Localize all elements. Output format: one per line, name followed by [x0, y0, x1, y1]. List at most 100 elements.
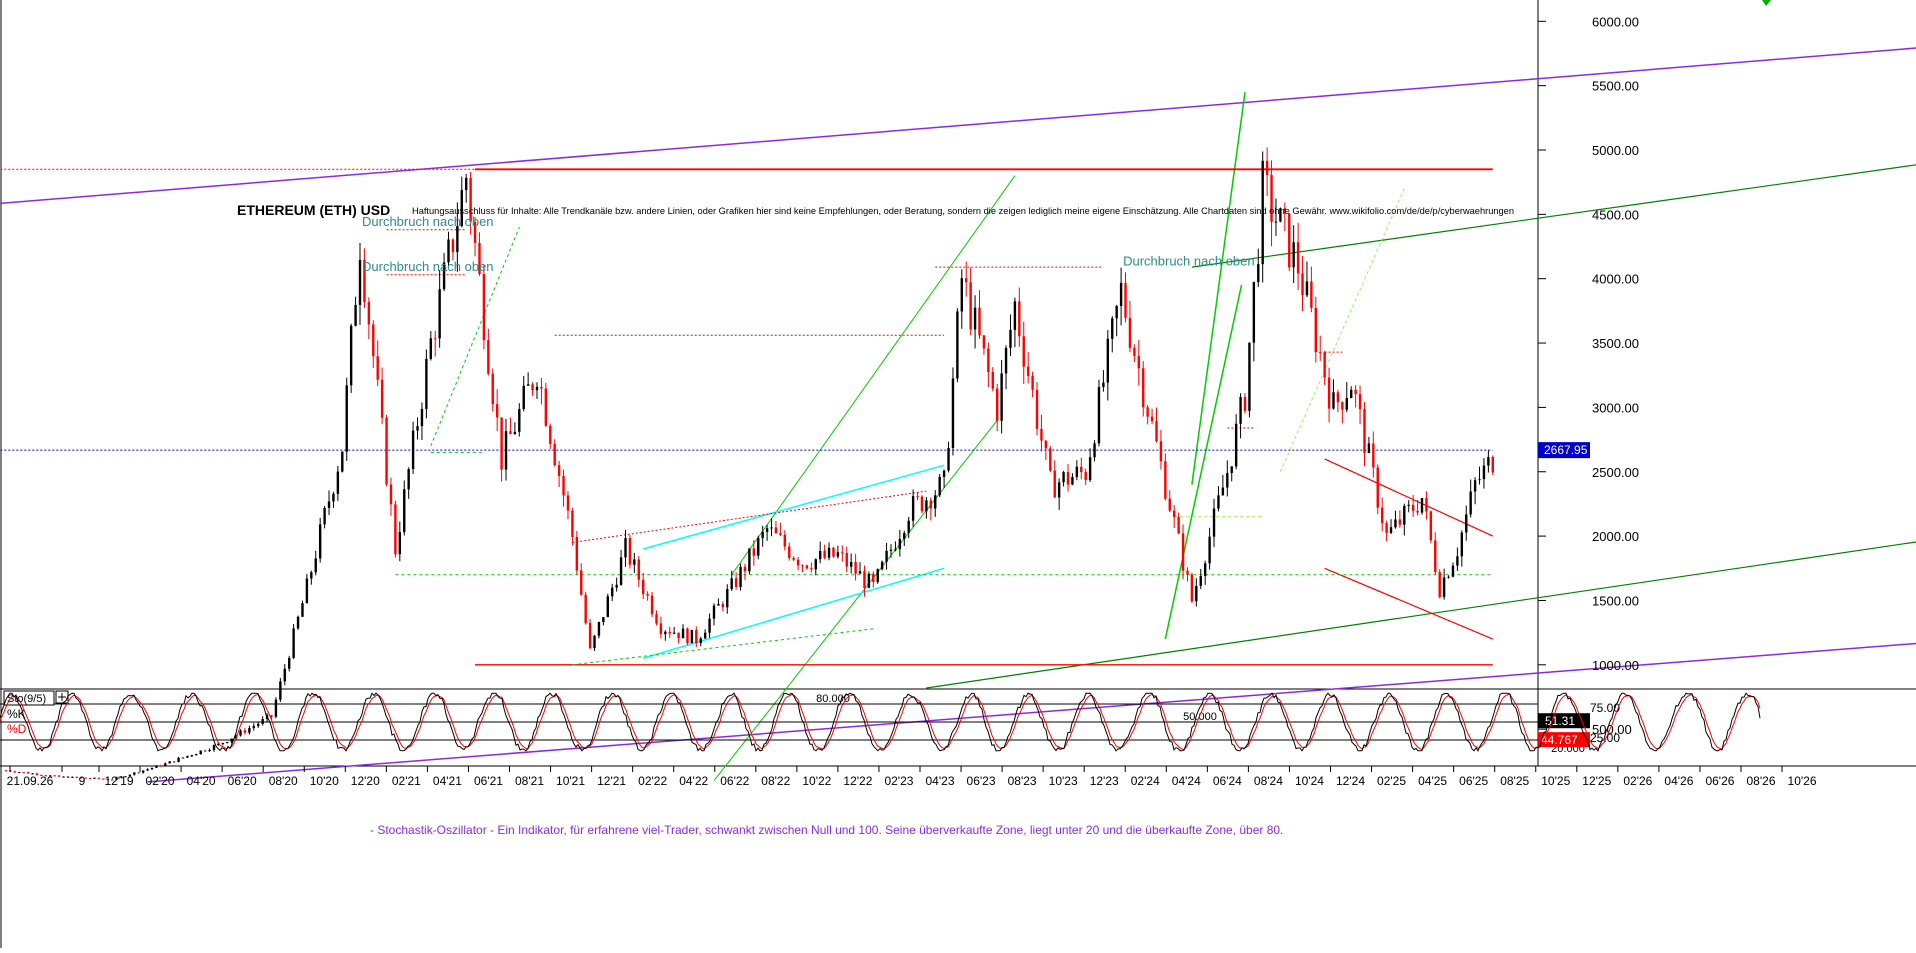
candle-body [734, 578, 738, 587]
x-tick-label: 04'23 [926, 774, 955, 788]
candle-body [1243, 396, 1247, 411]
candle-body [1354, 389, 1357, 395]
candle-body [234, 735, 238, 739]
candle-body [35, 773, 39, 775]
candle-body [1035, 389, 1039, 429]
stoch-d-line [0, 693, 1761, 751]
candle-body [1004, 347, 1008, 374]
chart-title: ETHEREUM (ETH) USD [237, 202, 390, 218]
candle-body [252, 725, 255, 729]
candle-body [124, 776, 127, 778]
cyan-channel-upper [642, 464, 945, 550]
candle-body [1460, 532, 1464, 557]
candle-body [62, 776, 65, 778]
green-marker [1762, 0, 1771, 6]
candle-body [836, 552, 840, 557]
candle-body [615, 584, 618, 588]
green-steep-lower [1164, 284, 1243, 640]
candle-body [411, 430, 415, 470]
candle-body [133, 772, 136, 775]
candle-body [1367, 443, 1371, 454]
y-tick-label: 2500.00 [1592, 465, 1639, 480]
candle-body [642, 579, 645, 595]
candle-body [562, 476, 565, 496]
x-tick-label: 08'24 [1254, 774, 1283, 788]
x-tick-label: 04'26 [1664, 774, 1693, 788]
candle-body [1438, 572, 1441, 598]
candle-body [1292, 242, 1295, 268]
candle-body [1026, 366, 1030, 376]
candle-body [982, 335, 986, 349]
candle-body [429, 338, 432, 359]
red-wedge-lower [1324, 567, 1494, 640]
x-tick-label: 10'20 [310, 774, 339, 788]
candle-body [1487, 456, 1490, 466]
x-tick-label: 08'20 [269, 774, 298, 788]
candle-body [1009, 329, 1012, 348]
candle-body [650, 595, 654, 615]
candle-body [26, 772, 30, 774]
candle-body [1434, 540, 1437, 573]
x-tick-label: 08'25 [1500, 774, 1529, 788]
candle-body [801, 565, 804, 567]
candle-body [646, 594, 649, 596]
candle-body [288, 658, 291, 669]
candle-body [1057, 482, 1061, 498]
candle-body [889, 549, 893, 551]
candle-body [465, 177, 468, 191]
candle-body [814, 559, 817, 570]
candle-body [257, 723, 260, 726]
candle-body [1040, 428, 1043, 441]
candle-body [195, 754, 198, 756]
candle-body [1097, 386, 1101, 444]
candle-body [1265, 160, 1269, 175]
candle-body [1252, 282, 1256, 343]
candle-body [894, 549, 897, 551]
candle-body [1469, 491, 1472, 515]
candle-body [469, 177, 472, 222]
x-tick-label: 08'26 [1747, 774, 1776, 788]
candle-body [451, 239, 455, 253]
candle-body [611, 587, 614, 597]
candle-body [327, 501, 331, 509]
candle-body [1239, 396, 1242, 424]
candle-body [310, 572, 313, 579]
candle-body [212, 745, 216, 750]
candle-body [279, 681, 282, 700]
candle-body [1385, 523, 1388, 533]
candle-body [1137, 355, 1140, 369]
candle-body [482, 274, 486, 341]
candle-body [1319, 352, 1322, 354]
candle-body [699, 638, 702, 644]
candle-body [1411, 504, 1415, 511]
candle-body [805, 565, 809, 569]
candle-body [150, 767, 154, 770]
x-tick-label: 02'26 [1623, 774, 1652, 788]
candle-body [637, 559, 640, 580]
candle-body [172, 761, 176, 763]
candle-body [788, 546, 791, 558]
candle-body [168, 761, 171, 764]
candle-body [447, 239, 450, 263]
candle-body [991, 372, 994, 389]
candle-body [540, 386, 543, 389]
candle-body [1327, 377, 1331, 409]
candle-body [380, 379, 384, 418]
candle-body [1301, 273, 1304, 296]
candle-body [752, 548, 756, 556]
candle-body [544, 388, 548, 426]
candle-body [593, 635, 596, 649]
candle-body [305, 578, 309, 604]
candle-body [270, 715, 273, 717]
candle-body [1181, 533, 1185, 571]
candle-body [925, 500, 928, 512]
candle-body [358, 259, 362, 305]
candle-body [1363, 409, 1366, 454]
annotation-label: Durchbruch nach oben [1123, 254, 1255, 269]
candle-body [1119, 282, 1123, 307]
y-axis: 6500.006000.005500.005000.004500.004000.… [1538, 14, 1639, 737]
candle-body [1376, 467, 1379, 508]
candle-body [274, 699, 278, 717]
candle-body [1150, 416, 1154, 422]
